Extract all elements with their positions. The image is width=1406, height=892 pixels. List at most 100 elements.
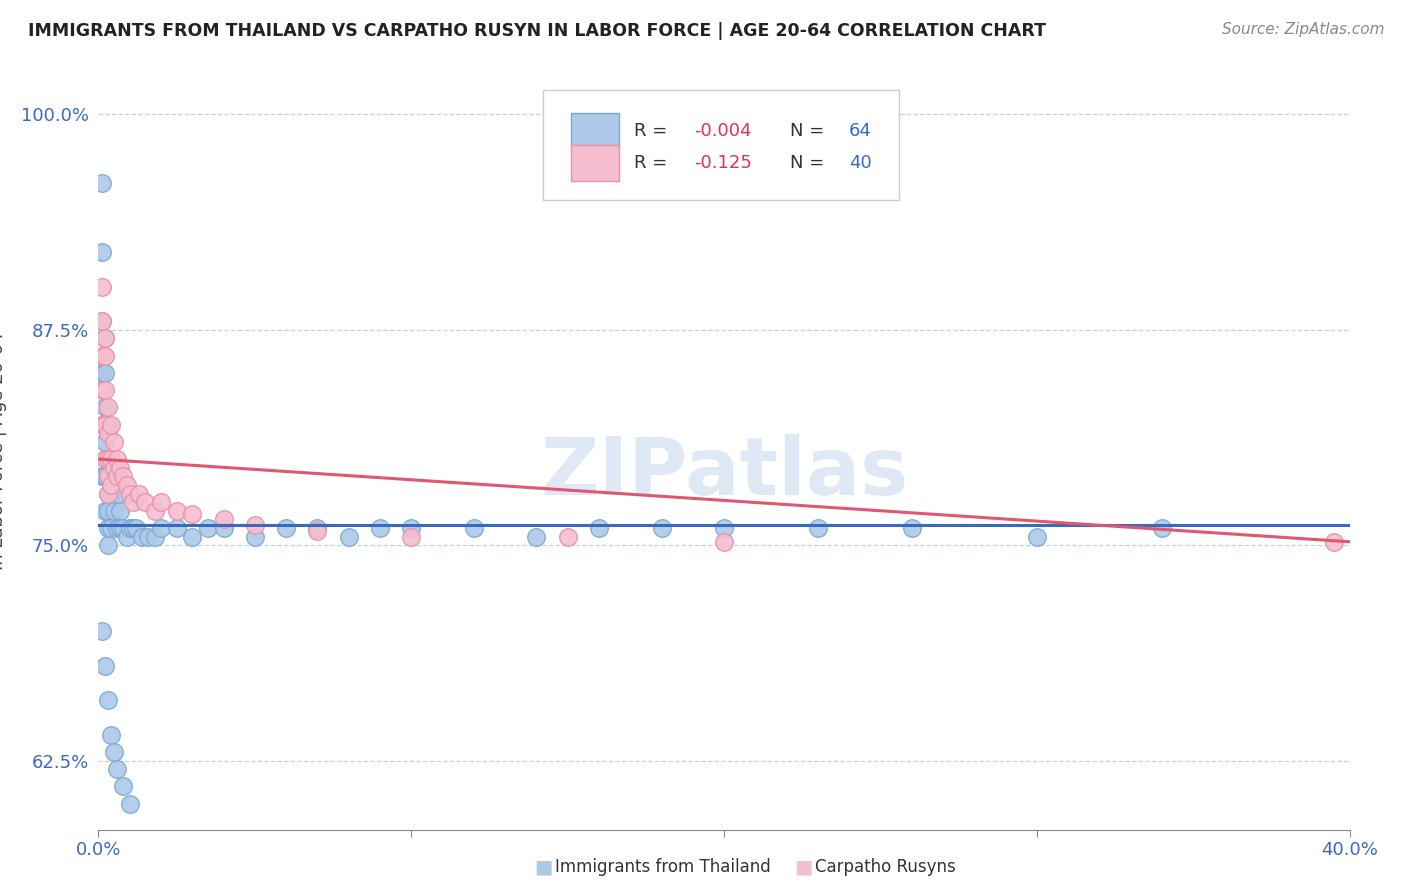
Point xyxy=(112,780,135,794)
Point xyxy=(100,478,122,492)
Point xyxy=(401,530,423,544)
Point xyxy=(93,331,115,345)
Point xyxy=(100,728,122,742)
Point xyxy=(401,521,423,535)
Point xyxy=(143,530,166,544)
Point xyxy=(105,452,128,467)
Point xyxy=(90,383,112,397)
Point xyxy=(97,693,120,707)
Point xyxy=(103,504,125,518)
Text: Source: ZipAtlas.com: Source: ZipAtlas.com xyxy=(1222,22,1385,37)
Text: 64: 64 xyxy=(849,122,872,140)
Text: 40: 40 xyxy=(849,154,872,172)
Point xyxy=(90,279,112,293)
Point xyxy=(90,314,112,328)
Point xyxy=(90,417,112,432)
FancyBboxPatch shape xyxy=(571,145,619,181)
Point xyxy=(93,366,115,380)
Point xyxy=(243,530,266,544)
Point xyxy=(588,521,610,535)
Point xyxy=(243,517,266,532)
Point xyxy=(118,797,141,811)
Point xyxy=(143,504,166,518)
Point xyxy=(93,469,115,483)
Point xyxy=(1026,530,1049,544)
Point xyxy=(650,521,672,535)
Point xyxy=(131,530,153,544)
Point xyxy=(166,521,188,535)
Point xyxy=(90,314,112,328)
Point xyxy=(118,521,141,535)
Point xyxy=(105,762,128,776)
Point xyxy=(93,401,115,415)
Point xyxy=(97,426,120,441)
Point xyxy=(150,495,173,509)
FancyBboxPatch shape xyxy=(571,113,619,150)
Text: IMMIGRANTS FROM THAILAND VS CARPATHO RUSYN IN LABOR FORCE | AGE 20-64 CORRELATIO: IMMIGRANTS FROM THAILAND VS CARPATHO RUS… xyxy=(28,22,1046,40)
Point xyxy=(103,469,125,483)
Point xyxy=(307,521,329,535)
Point xyxy=(212,512,235,526)
Point xyxy=(97,469,120,483)
Point xyxy=(105,521,128,535)
Point xyxy=(93,383,115,397)
Point xyxy=(97,504,120,518)
Point xyxy=(90,349,112,363)
Point xyxy=(121,521,143,535)
Point xyxy=(115,530,138,544)
Point xyxy=(100,452,122,467)
Text: ZIPatlas: ZIPatlas xyxy=(540,434,908,512)
Point xyxy=(121,495,143,509)
Point xyxy=(90,417,112,432)
Point xyxy=(100,417,122,432)
Text: N =: N = xyxy=(790,154,831,172)
Point xyxy=(307,524,329,539)
Point xyxy=(97,486,120,500)
Point xyxy=(115,478,138,492)
Point xyxy=(713,521,735,535)
Point xyxy=(337,530,360,544)
Point xyxy=(1323,534,1346,549)
Point xyxy=(134,495,156,509)
Point xyxy=(110,460,132,475)
FancyBboxPatch shape xyxy=(543,90,900,201)
Point xyxy=(93,434,115,449)
Point xyxy=(103,460,125,475)
Text: R =: R = xyxy=(634,154,673,172)
Point xyxy=(93,417,115,432)
Point xyxy=(128,486,150,500)
Point xyxy=(97,452,120,467)
Text: -0.004: -0.004 xyxy=(695,122,752,140)
Point xyxy=(166,504,188,518)
Point xyxy=(105,486,128,500)
Point xyxy=(118,486,141,500)
Point xyxy=(110,521,132,535)
Point xyxy=(97,486,120,500)
Point xyxy=(181,507,204,521)
Point xyxy=(97,469,120,483)
Point xyxy=(103,434,125,449)
Y-axis label: In Labor Force | Age 20-64: In Labor Force | Age 20-64 xyxy=(0,331,7,570)
Point xyxy=(97,401,120,415)
Point xyxy=(900,521,922,535)
Point xyxy=(368,521,391,535)
Point xyxy=(97,521,120,535)
Point xyxy=(125,521,148,535)
Point xyxy=(97,452,120,467)
Point xyxy=(105,469,128,483)
Point xyxy=(93,452,115,467)
Point xyxy=(181,530,204,544)
Point xyxy=(150,521,173,535)
Point xyxy=(103,745,125,759)
Text: Carpatho Rusyns: Carpatho Rusyns xyxy=(815,858,956,876)
Point xyxy=(713,534,735,549)
Point xyxy=(212,521,235,535)
Point xyxy=(90,469,112,483)
Text: ■: ■ xyxy=(794,857,813,877)
Point xyxy=(807,521,830,535)
Point xyxy=(90,624,112,639)
Point xyxy=(93,331,115,345)
Point xyxy=(138,530,160,544)
Point xyxy=(100,452,122,467)
Point xyxy=(463,521,485,535)
